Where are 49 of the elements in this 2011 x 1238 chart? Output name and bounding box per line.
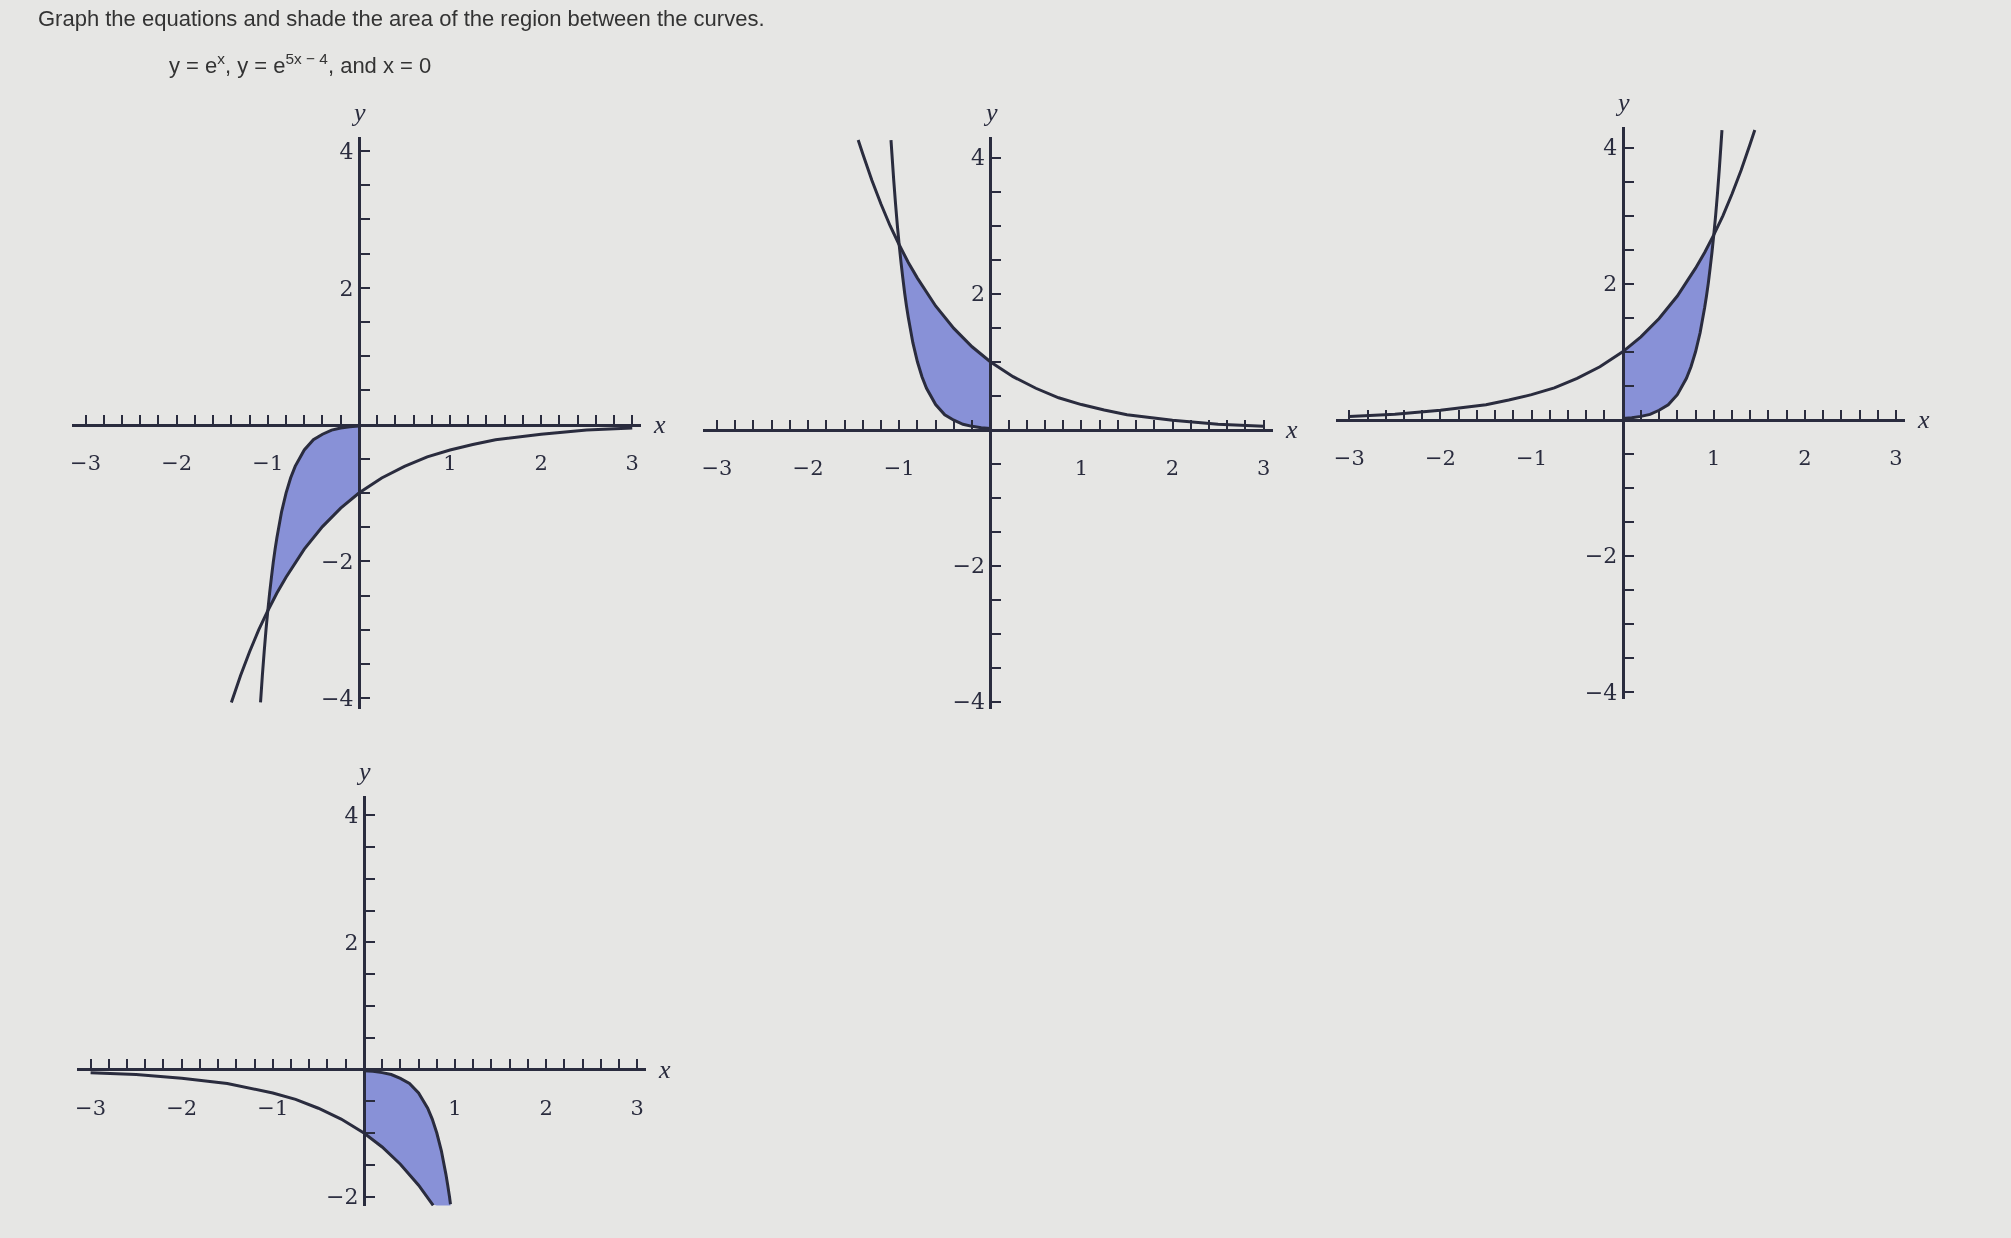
y-tick-label: −2 <box>321 549 354 575</box>
y-tick-label: 4 <box>1603 135 1618 161</box>
x-axis-title: x <box>1285 415 1298 444</box>
x-tick-label: 3 <box>630 1095 644 1120</box>
x-axis-title: x <box>653 410 666 439</box>
y-axis-title: y <box>351 98 366 127</box>
x-tick-label: −3 <box>1333 445 1365 470</box>
x-tick-label: 3 <box>1256 455 1271 480</box>
y-tick-label: −4 <box>321 685 354 711</box>
x-tick-label: −3 <box>701 455 733 480</box>
y-tick-label: 2 <box>339 275 354 301</box>
y-axis-title: y <box>1615 88 1630 117</box>
y-tick-label: 2 <box>1603 271 1618 297</box>
y-tick-label: 2 <box>344 930 359 956</box>
y-axis-title: y <box>356 757 371 786</box>
y-tick-label: −2 <box>952 553 985 579</box>
x-tick-label: −2 <box>161 450 193 475</box>
x-tick-label: −2 <box>792 455 824 480</box>
y-tick-label: −4 <box>952 689 985 715</box>
y-tick-label: 4 <box>344 802 359 828</box>
y-tick-label: −2 <box>326 1184 359 1210</box>
y-tick-label: −2 <box>1584 543 1618 569</box>
x-tick-label: −2 <box>166 1095 198 1120</box>
y-tick-label: 2 <box>970 281 985 307</box>
chart-title: Graph the equations and shade the area of the region between the curves. <box>38 6 765 31</box>
x-tick-label: 1 <box>1707 445 1721 470</box>
x-tick-label: 1 <box>443 450 457 475</box>
x-tick-label: −1 <box>883 455 915 480</box>
x-tick-label: 3 <box>625 450 639 475</box>
x-tick-label: −1 <box>252 450 284 475</box>
x-axis-title: x <box>658 1055 671 1084</box>
x-tick-label: −2 <box>1424 445 1456 470</box>
x-tick-label: 2 <box>539 1095 553 1120</box>
y-tick-label: −4 <box>1584 679 1618 705</box>
x-tick-label: 2 <box>1798 445 1812 470</box>
x-tick-label: 1 <box>1074 455 1089 480</box>
x-tick-label: 2 <box>1165 455 1180 480</box>
y-tick-label: 4 <box>970 145 985 171</box>
x-tick-label: −1 <box>257 1095 289 1120</box>
x-axis-title: x <box>1917 405 1930 434</box>
x-tick-label: −3 <box>70 450 102 475</box>
x-tick-label: 1 <box>448 1095 462 1120</box>
x-tick-label: −1 <box>1516 445 1548 470</box>
chart-subtitle: y = e$^{x}$, y = e$^{5x − 4}$, and x = 0 <box>169 50 432 79</box>
y-axis-title: y <box>983 98 998 127</box>
x-tick-label: −3 <box>75 1095 107 1120</box>
x-tick-label: 2 <box>534 450 548 475</box>
y-tick-label: 4 <box>339 138 354 164</box>
x-tick-label: 3 <box>1889 445 1903 470</box>
